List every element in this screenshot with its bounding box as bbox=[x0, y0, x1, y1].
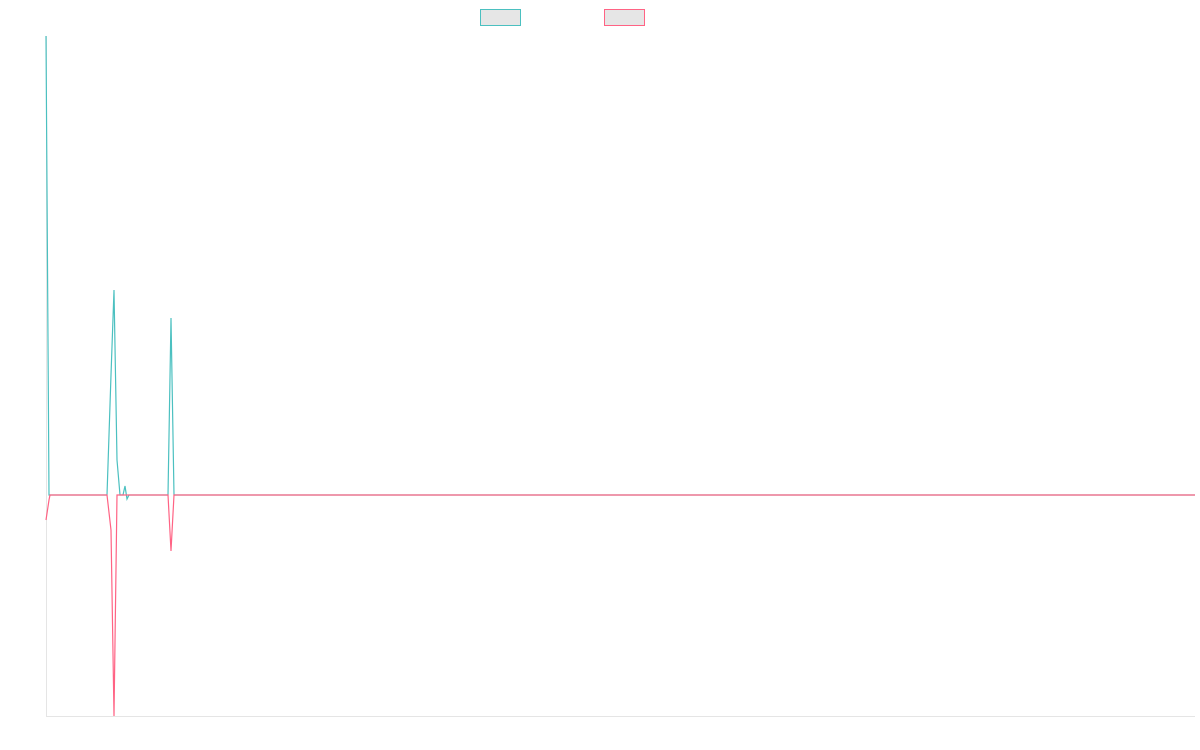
legend-swatch[interactable] bbox=[480, 9, 521, 26]
legend-swatch[interactable] bbox=[604, 9, 645, 26]
series-line bbox=[45, 494, 1195, 717]
series-line bbox=[45, 35, 1195, 501]
